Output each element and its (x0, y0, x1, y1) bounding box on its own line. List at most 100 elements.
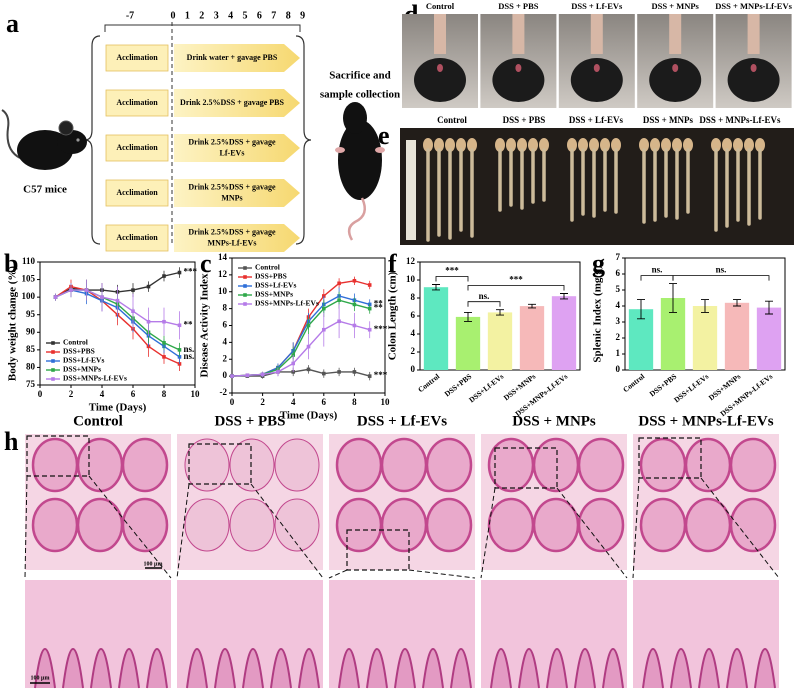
tissue-fold (532, 497, 580, 553)
zoom-line (24, 475, 28, 579)
treatment-text: Drink 2.5%DSS + gavage (188, 227, 276, 236)
point (291, 361, 295, 366)
cecum (722, 138, 732, 152)
legend-label: DSS+PBS (63, 347, 95, 356)
cecum (672, 138, 682, 152)
y-axis-label: Colon Length (cm) (387, 271, 399, 360)
y-tick-label: 6 (411, 310, 416, 320)
zoom-box (638, 437, 702, 479)
point (53, 295, 58, 299)
bar (724, 302, 750, 370)
cecum (539, 138, 549, 152)
significance-label: *** (374, 324, 388, 334)
panel-label: g (592, 249, 605, 278)
mouse-tail (1, 109, 21, 159)
error-bar (496, 309, 504, 316)
crypt (34, 648, 56, 689)
error-bar (669, 283, 677, 313)
panel-label: c (200, 249, 212, 278)
acclimation-box (105, 224, 169, 252)
point (367, 374, 372, 378)
crypt (450, 648, 472, 689)
cecum (600, 138, 610, 152)
y-tick-label: 2 (411, 346, 416, 356)
acclimation-text: Acclimation (116, 143, 158, 152)
mouse-eye (76, 138, 80, 142)
legend-marker (51, 341, 55, 345)
point (367, 306, 372, 311)
legend-label: Control (255, 263, 280, 272)
tissue-fold (31, 437, 79, 493)
point (367, 283, 372, 287)
panel-title: DSS + Lf-EVs (357, 413, 447, 429)
y-tick-label: -2 (220, 387, 228, 397)
zoom-box (346, 529, 410, 571)
bar (628, 309, 654, 370)
treatment-arrow (174, 44, 300, 72)
photo-title: DSS + PBS (503, 115, 546, 125)
tissue-fold (425, 497, 473, 553)
photo-title: DSS + MNPs (643, 115, 694, 125)
legend-marker (243, 266, 247, 270)
left-brace (84, 35, 101, 245)
series-line (231, 295, 370, 377)
legend-marker (243, 293, 247, 297)
mouse-rear (414, 58, 466, 102)
y-tick-label: 2 (223, 353, 228, 363)
photo-title: DSS + PBS (498, 1, 539, 11)
crypt (518, 648, 540, 689)
x-tick-label: 2 (69, 389, 74, 399)
y-tick-label: 0 (223, 370, 228, 380)
timeline-label: 9 (300, 10, 305, 21)
point (260, 372, 265, 377)
cecum (611, 138, 621, 152)
x-tick-label: Control (621, 372, 646, 394)
tissue-fold (380, 497, 428, 553)
crypt (186, 648, 208, 689)
scale-bar-label: 100 μm (144, 561, 163, 567)
series-line (231, 299, 370, 377)
timeline-bracket (104, 24, 301, 32)
tissue-fold (487, 497, 535, 553)
photo-title: DSS + MNPs-Lf-EVs (715, 1, 792, 11)
point (306, 323, 311, 328)
significance-label: *** (509, 275, 523, 285)
point (162, 274, 166, 278)
mouse-rear (492, 58, 545, 102)
tissue-fold (274, 438, 320, 492)
acclimation-box (105, 44, 169, 72)
legend-marker (51, 359, 55, 363)
point (352, 302, 357, 307)
mouse-label: C57 mice (23, 184, 67, 196)
panel-title: DSS + MNPs (512, 413, 596, 429)
y-tick-label: 90 (26, 326, 36, 336)
bar (519, 306, 545, 370)
timeline-label: 2 (199, 10, 204, 21)
cecum (506, 138, 516, 152)
point (352, 370, 357, 374)
panel-label: b (4, 249, 18, 278)
point (146, 284, 151, 289)
end-label: sample collection (320, 89, 400, 101)
cecum (639, 138, 649, 152)
significance-label: ns. (184, 344, 195, 354)
tissue-fold (31, 497, 79, 553)
cecum (456, 138, 466, 152)
point (322, 371, 326, 376)
x-tick-label: 8 (352, 397, 357, 407)
x-tick-label: 10 (191, 389, 201, 399)
point (162, 319, 166, 324)
point (306, 367, 311, 372)
significance-label: *** (184, 267, 198, 277)
crypt (490, 648, 512, 689)
error-bar (560, 293, 568, 300)
acclimation-box (105, 179, 169, 207)
significance-bracket (672, 275, 770, 281)
point (337, 370, 341, 374)
point (131, 309, 135, 313)
zoom-line (328, 569, 348, 579)
rat-head (343, 102, 367, 134)
tissue-fold (121, 497, 169, 553)
y-tick-label: 0 (411, 364, 416, 374)
timeline-label: 0 (171, 10, 176, 21)
